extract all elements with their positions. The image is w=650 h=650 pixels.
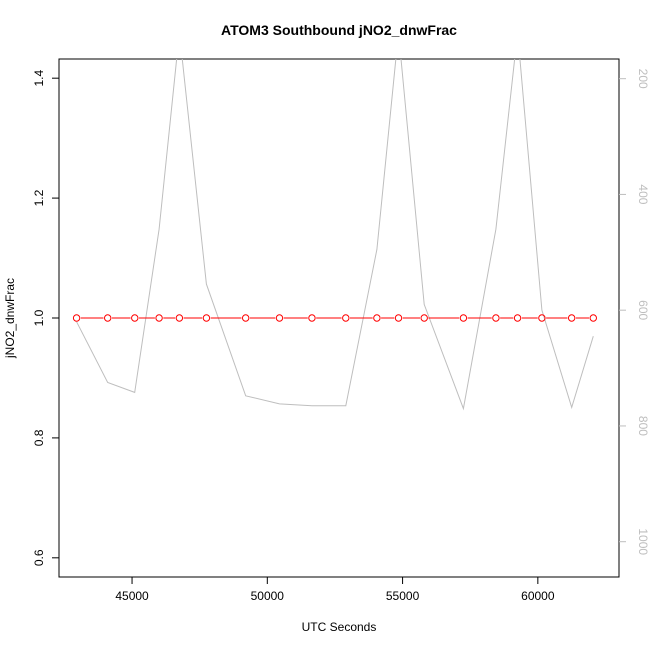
data-point	[131, 314, 139, 322]
data-point	[103, 314, 112, 322]
right-axis: 200 400 600 800 1000	[619, 69, 650, 555]
altitude-line	[76, 59, 594, 411]
data-point	[538, 314, 546, 322]
data-point	[394, 314, 403, 322]
data-point	[72, 314, 81, 322]
x-axis-label: UTC Seconds	[302, 620, 377, 634]
data-point	[459, 314, 468, 322]
data-point	[420, 314, 428, 322]
right-tick-label: 1000	[636, 528, 650, 555]
data-point	[567, 314, 576, 322]
right-tick-label: 800	[636, 416, 650, 436]
data-point	[241, 314, 250, 322]
y-axis: 0.6 0.8 1.0 1.2 1.4	[32, 70, 59, 566]
data-point	[275, 314, 284, 322]
right-tick-label: 600	[636, 300, 650, 320]
y-tick-label: 1.4	[32, 70, 46, 87]
y-tick-label: 1.2	[32, 189, 46, 206]
y-tick-label: 0.8	[32, 429, 46, 446]
data-point	[373, 314, 381, 322]
data-point	[175, 314, 184, 322]
data-point	[308, 314, 316, 322]
data-point	[202, 314, 211, 322]
right-tick-label: 200	[636, 69, 650, 89]
x-tick-label: 60000	[521, 589, 555, 603]
chart-title: ATOM3 Southbound jNO2_dnwFrac	[221, 22, 457, 38]
data-point	[342, 314, 350, 322]
data-point	[155, 314, 163, 322]
y-axis-label: jNO2_dnwFrac	[3, 278, 17, 359]
series-layer	[72, 59, 597, 411]
data-point	[492, 314, 500, 322]
data-point	[589, 314, 597, 322]
x-tick-label: 55000	[386, 589, 420, 603]
y-tick-label: 0.6	[32, 549, 46, 566]
y-tick-label: 1.0	[32, 309, 46, 326]
right-tick-label: 400	[636, 184, 650, 204]
x-tick-label: 50000	[251, 589, 285, 603]
x-tick-label: 45000	[115, 589, 149, 603]
data-point	[513, 314, 522, 322]
x-axis: 45000 50000 55000 60000	[115, 577, 555, 603]
